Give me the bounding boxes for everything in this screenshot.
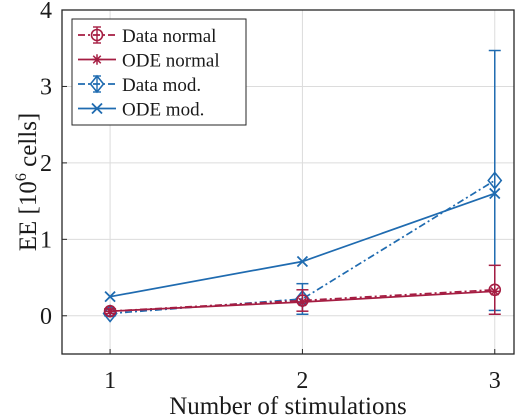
x-axis-label: Number of stimulations bbox=[169, 393, 406, 420]
data-point bbox=[104, 291, 116, 303]
y-tick-label: 1 bbox=[40, 227, 52, 253]
plot-frame bbox=[61, 9, 515, 355]
legend-label: Data normal bbox=[122, 26, 216, 47]
y-axis-label: EE [106 cells] bbox=[13, 113, 42, 252]
data-point bbox=[489, 286, 501, 297]
legend: Data normal ODE normal Data mod. ODE mod. bbox=[71, 18, 247, 126]
legend-marker bbox=[90, 28, 104, 42]
legend-item: ODE mod. bbox=[78, 100, 204, 121]
legend-box bbox=[71, 18, 247, 126]
legend-label: ODE normal bbox=[122, 51, 220, 72]
legend-item: ODE normal bbox=[78, 51, 220, 72]
y-axis-label-tail: cells] bbox=[15, 113, 42, 173]
legend-label: Data mod. bbox=[122, 75, 201, 96]
series-layer bbox=[102, 49, 503, 323]
data-point bbox=[297, 296, 308, 308]
series-2 bbox=[104, 286, 501, 317]
legend-item: Data normal bbox=[78, 26, 216, 47]
data-point bbox=[487, 171, 503, 190]
y-tick-label: 3 bbox=[40, 74, 52, 100]
legend-item: Data mod. bbox=[78, 74, 201, 96]
data-point bbox=[104, 305, 116, 317]
series-4 bbox=[104, 187, 501, 303]
legend-label: ODE mod. bbox=[122, 100, 204, 121]
y-axis-label-main: EE [10 bbox=[15, 181, 42, 251]
x-tick-label: 3 bbox=[489, 368, 501, 394]
legend-marker bbox=[91, 102, 103, 115]
y-tick-label: 2 bbox=[40, 151, 52, 177]
y-tick-label: 4 bbox=[40, 0, 52, 24]
y-axis-label-sup: 6 bbox=[13, 173, 30, 181]
data-point bbox=[296, 255, 309, 268]
x-tick-label: 1 bbox=[104, 368, 116, 394]
data-point bbox=[489, 187, 501, 200]
y-tick-label: 0 bbox=[40, 304, 52, 330]
legend-marker bbox=[91, 54, 103, 65]
legend-marker bbox=[89, 74, 105, 94]
x-tick-label: 2 bbox=[296, 368, 308, 394]
tick-labels: 1 2 3 0 1 2 3 4 bbox=[40, 0, 501, 394]
